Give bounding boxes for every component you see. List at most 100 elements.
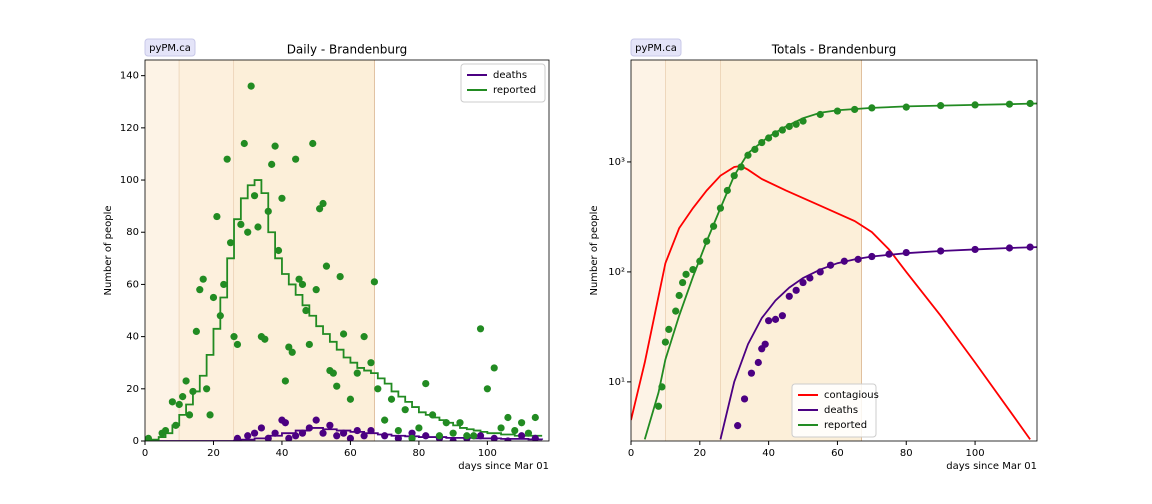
data-point bbox=[868, 252, 876, 261]
data-point bbox=[175, 400, 183, 409]
data-point bbox=[504, 437, 512, 441]
data-point bbox=[257, 424, 266, 432]
data-point bbox=[182, 377, 190, 385]
data-point bbox=[408, 434, 416, 441]
data-point bbox=[353, 426, 361, 435]
shaded-span bbox=[631, 60, 666, 441]
x-tick-label: 20 bbox=[693, 448, 706, 459]
data-point bbox=[244, 228, 252, 236]
data-point bbox=[785, 292, 793, 300]
x-tick-label: 0 bbox=[142, 448, 148, 459]
data-point bbox=[415, 424, 423, 432]
data-point bbox=[665, 325, 673, 334]
data-point bbox=[518, 419, 526, 427]
x-tick-label: 60 bbox=[831, 448, 844, 459]
data-point bbox=[826, 261, 835, 269]
x-axis-label: days since Mar 01 bbox=[458, 461, 549, 472]
data-point bbox=[504, 413, 512, 422]
data-point bbox=[902, 103, 910, 111]
data-point bbox=[285, 434, 293, 441]
data-point bbox=[233, 340, 242, 349]
data-point bbox=[1005, 244, 1014, 252]
x-tick-label: 40 bbox=[762, 448, 775, 459]
data-point bbox=[868, 104, 876, 112]
data-point bbox=[179, 393, 187, 401]
data-point bbox=[747, 369, 756, 377]
data-point bbox=[696, 257, 704, 265]
data-point bbox=[422, 432, 430, 440]
data-point bbox=[367, 426, 375, 435]
chart-title: Daily - Brandenburg bbox=[287, 43, 408, 57]
data-point bbox=[771, 130, 780, 138]
data-point bbox=[1026, 99, 1034, 108]
data-point bbox=[360, 333, 368, 341]
data-point bbox=[483, 385, 491, 393]
data-point bbox=[298, 429, 307, 437]
x-tick-label: 100 bbox=[966, 448, 985, 459]
data-point bbox=[449, 437, 457, 441]
data-point bbox=[902, 248, 910, 257]
legend-label: deaths bbox=[824, 405, 858, 416]
data-point bbox=[274, 246, 283, 255]
data-point bbox=[937, 247, 945, 255]
data-point bbox=[490, 364, 498, 372]
data-point bbox=[264, 207, 272, 215]
data-point bbox=[703, 237, 711, 245]
data-point bbox=[244, 432, 252, 440]
data-point bbox=[281, 377, 289, 385]
data-point bbox=[408, 429, 416, 437]
data-point bbox=[189, 387, 197, 396]
badge-box bbox=[144, 38, 196, 57]
data-point bbox=[422, 379, 430, 388]
data-point bbox=[754, 358, 762, 367]
data-point bbox=[1026, 243, 1034, 251]
data-point bbox=[271, 429, 279, 437]
data-point bbox=[319, 429, 327, 437]
y-tick-label: 60 bbox=[126, 279, 139, 290]
data-point bbox=[192, 327, 200, 335]
data-point bbox=[765, 134, 773, 142]
y-tick-label: 80 bbox=[126, 227, 139, 238]
data-point bbox=[435, 432, 444, 440]
data-point bbox=[497, 424, 505, 432]
data-point bbox=[744, 151, 752, 159]
data-point bbox=[161, 426, 170, 435]
data-point bbox=[312, 286, 320, 294]
data-point bbox=[463, 432, 471, 440]
data-point bbox=[298, 280, 307, 289]
data-point bbox=[374, 385, 382, 393]
data-point bbox=[675, 291, 683, 300]
data-point bbox=[737, 163, 745, 171]
data-point bbox=[851, 105, 859, 114]
data-point bbox=[305, 424, 313, 432]
data-point bbox=[326, 421, 334, 429]
data-point bbox=[470, 432, 478, 440]
data-point bbox=[531, 413, 539, 422]
data-point bbox=[247, 82, 255, 90]
data-point bbox=[740, 395, 749, 403]
data-point bbox=[1005, 100, 1014, 108]
data-point bbox=[654, 402, 663, 410]
legend-box bbox=[791, 383, 877, 438]
data-point bbox=[206, 411, 214, 419]
y-tick-label: 10² bbox=[608, 267, 625, 278]
x-tick-label: 0 bbox=[628, 448, 634, 459]
data-point bbox=[799, 278, 807, 287]
y-tick-label: 10³ bbox=[608, 157, 625, 168]
data-point bbox=[250, 429, 259, 437]
data-point bbox=[816, 268, 824, 276]
y-tick-label: 140 bbox=[120, 71, 139, 82]
data-point bbox=[394, 426, 402, 435]
axes-frame bbox=[630, 59, 1038, 442]
data-point bbox=[765, 317, 773, 325]
data-point bbox=[679, 278, 687, 287]
data-point bbox=[661, 338, 670, 346]
data-point bbox=[199, 275, 207, 283]
data-point bbox=[312, 416, 320, 424]
x-axis-label: days since Mar 01 bbox=[946, 461, 1037, 472]
data-point bbox=[295, 275, 303, 283]
data-point bbox=[428, 411, 437, 419]
data-point bbox=[387, 395, 396, 403]
data-point bbox=[254, 223, 262, 231]
data-point bbox=[185, 411, 194, 419]
